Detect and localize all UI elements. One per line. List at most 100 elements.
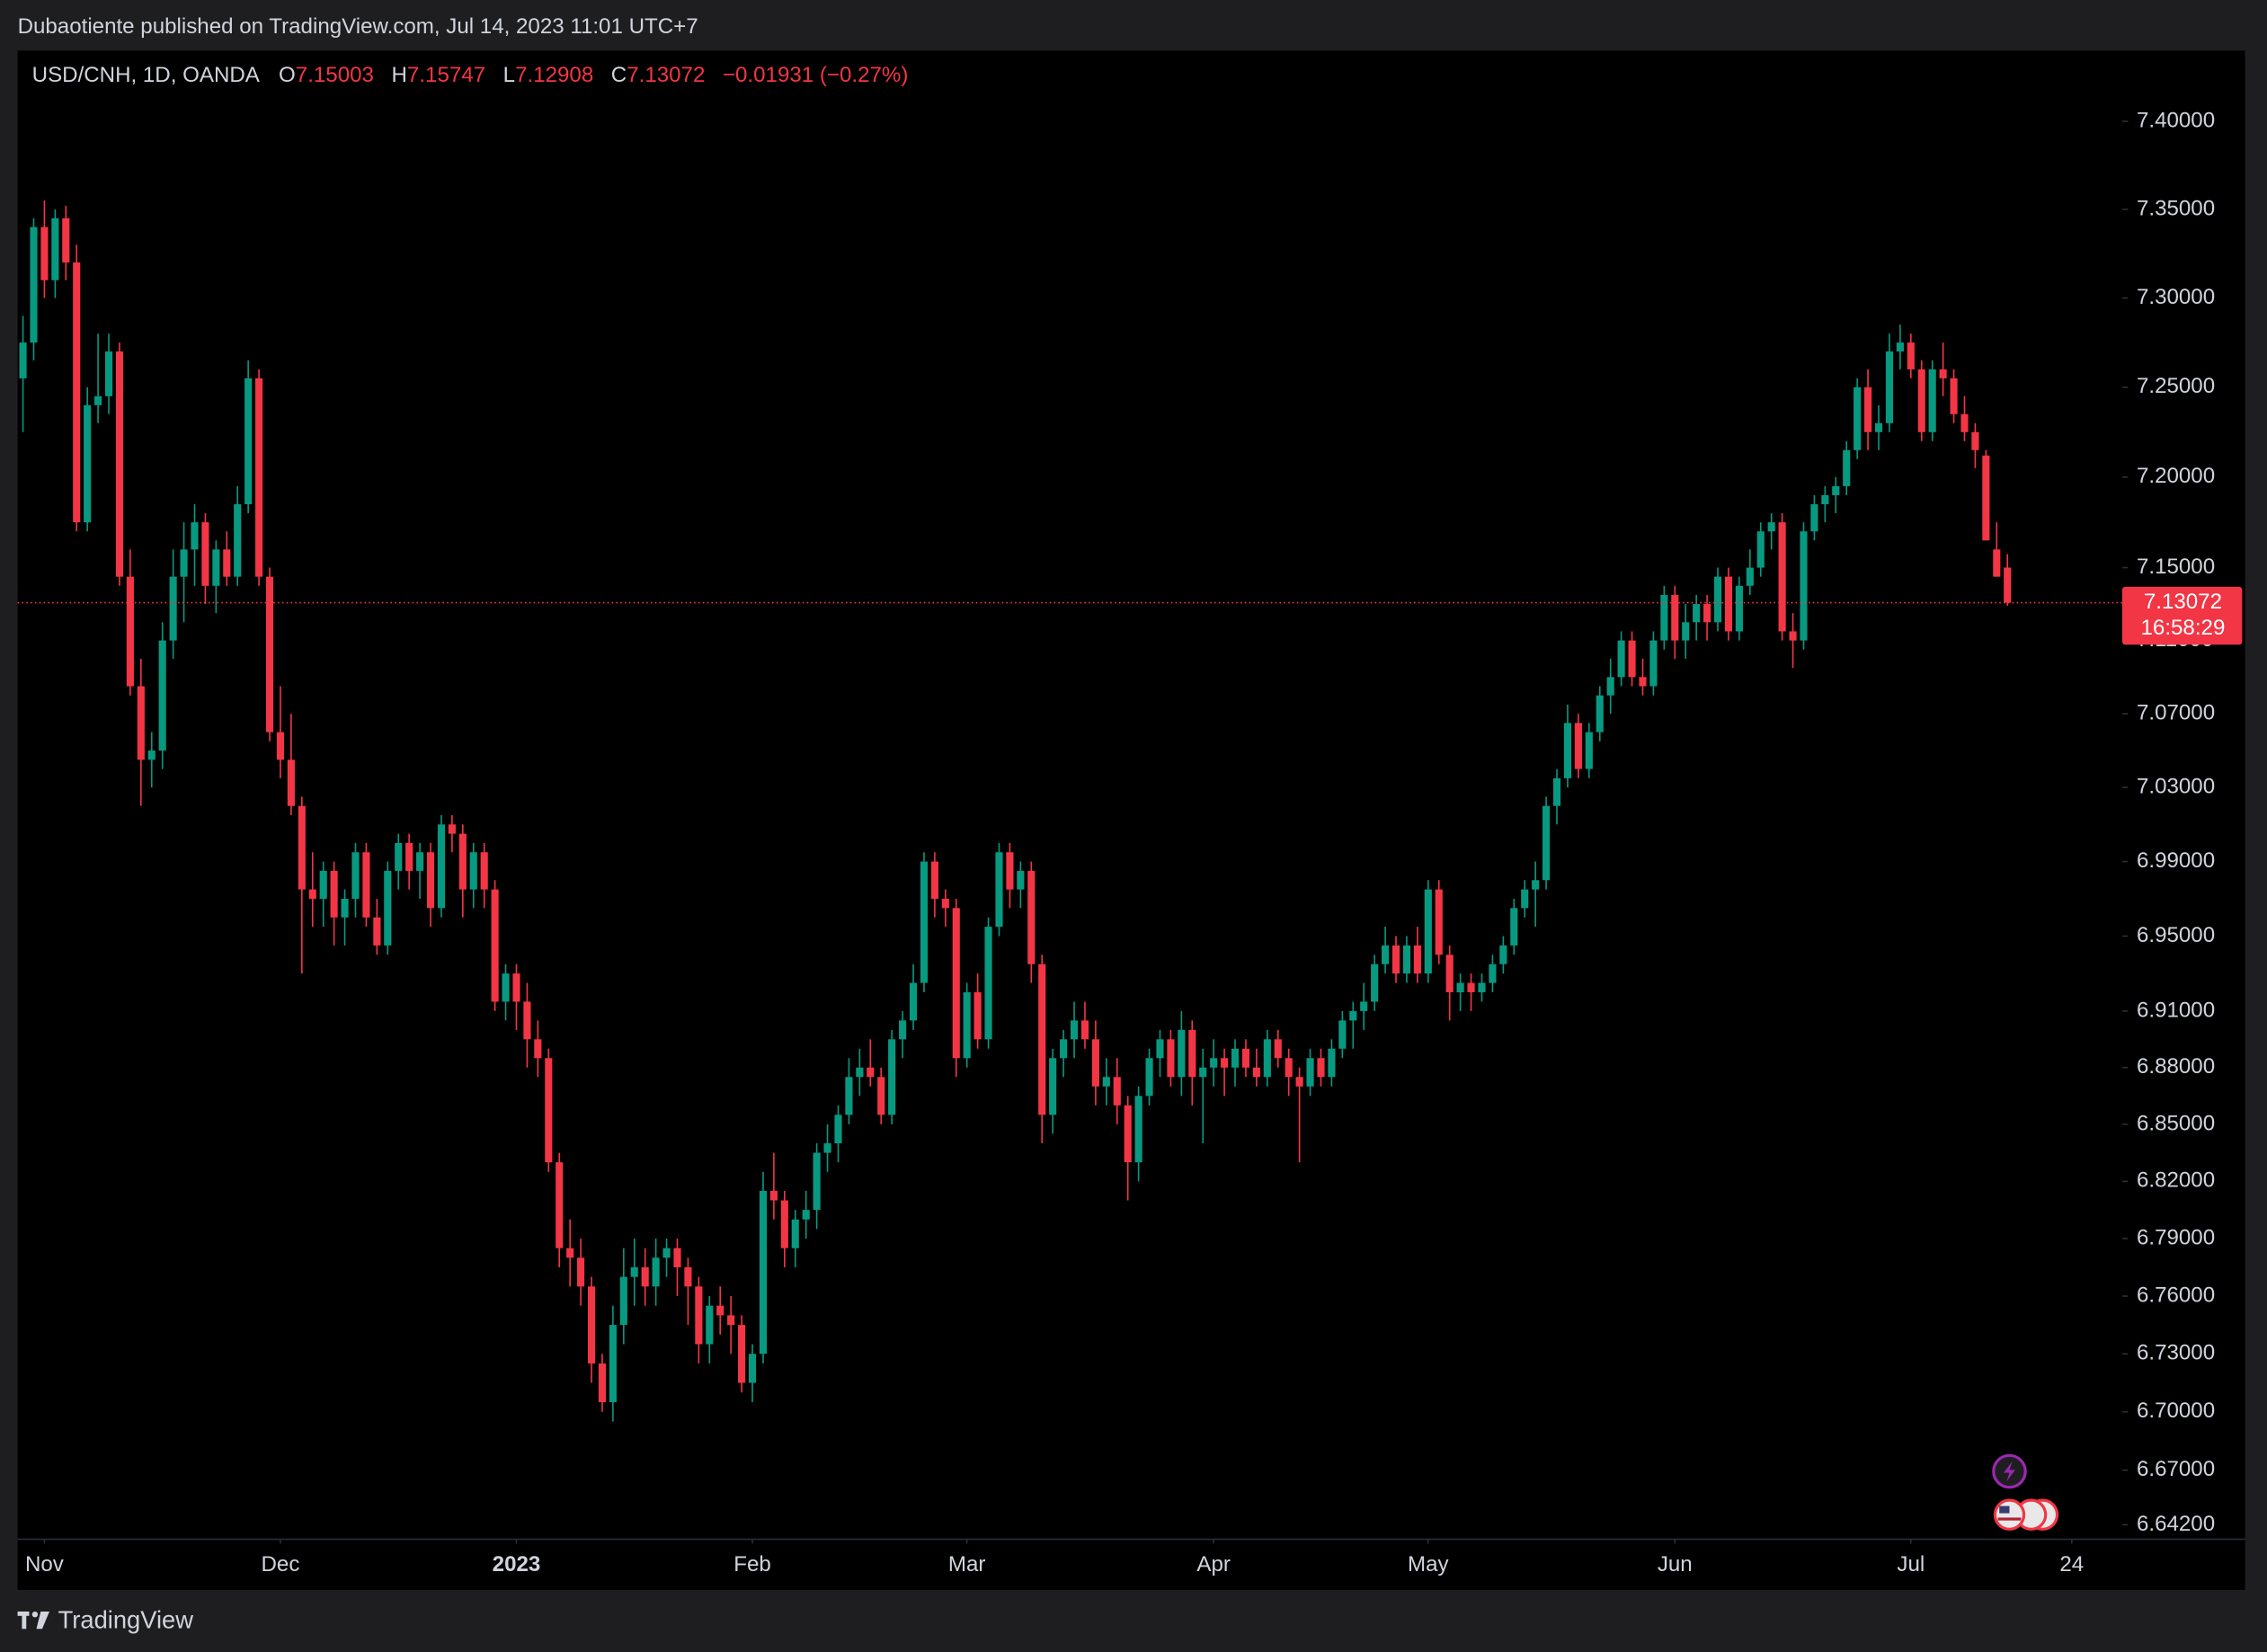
y-tick-label: 6.95000 (2137, 923, 2215, 947)
candle-body (373, 917, 381, 946)
y-tick-label: 6.73000 (2137, 1341, 2215, 1365)
candle-body (1360, 1001, 1368, 1011)
event-icons (1992, 1453, 2059, 1531)
candle-body (1424, 889, 1432, 974)
candle-body (1489, 964, 1497, 983)
candle-body (1295, 1077, 1303, 1087)
open-value: 7.15003 (296, 64, 374, 88)
candle-body (566, 1248, 574, 1258)
symbol: USD/CNH, 1D, OANDA (32, 64, 261, 88)
candle-body (856, 1067, 864, 1078)
candle-body (1585, 732, 1593, 769)
candle-body (1124, 1105, 1132, 1163)
flag-icon[interactable] (1993, 1498, 2026, 1531)
candle-body (384, 870, 392, 946)
candle-body (512, 973, 520, 1002)
candle-body (1896, 342, 1904, 352)
lightning (2004, 1461, 2015, 1482)
candle-body (1982, 455, 1990, 541)
candle-body (265, 576, 274, 733)
candle-body (1703, 604, 1711, 623)
brand: TradingView (58, 1605, 194, 1633)
candle-body (1349, 1010, 1357, 1021)
candle-body (1231, 1048, 1240, 1068)
published-line: Dubaotiente published on TradingView.com… (18, 14, 698, 39)
candle-body (888, 1039, 896, 1115)
candle-body (652, 1257, 660, 1287)
candle-body (104, 351, 113, 396)
candle-body (1907, 342, 1915, 369)
candle-body (1628, 640, 1636, 678)
candle-body (362, 852, 370, 918)
candle-body (1854, 386, 1862, 450)
candle-body (1178, 1029, 1186, 1078)
candle-body (287, 759, 295, 806)
candle-body (1221, 1058, 1229, 1068)
candle-body (1006, 852, 1014, 890)
candle-body (1274, 1039, 1282, 1059)
low-value: 7.12908 (515, 64, 593, 88)
y-tick-label: 6.88000 (2137, 1054, 2215, 1079)
candle-body (62, 218, 70, 263)
candle-body (1917, 369, 1925, 432)
candle-body (416, 852, 424, 871)
x-tick-label: Nov (25, 1552, 64, 1577)
candle-body (1950, 377, 1958, 414)
candle-body (920, 861, 929, 983)
candle-body (1435, 889, 1443, 955)
candle-body (1960, 413, 1969, 432)
y-tick-label: 6.85000 (2137, 1111, 2215, 1135)
x-tick-label: Apr (1196, 1552, 1231, 1577)
candle-body (1660, 594, 1668, 641)
candle-body (1767, 522, 1775, 532)
candle-body (556, 1162, 564, 1248)
low-label: L (503, 64, 515, 88)
candle-body (1391, 945, 1400, 974)
y-tick-label: 7.15000 (2137, 555, 2215, 579)
candle-body (952, 908, 960, 1059)
candle-body (1800, 531, 1808, 641)
candle-body (1552, 777, 1561, 806)
candle-body (180, 549, 188, 577)
candle-body (598, 1363, 607, 1403)
candle-body (1682, 622, 1690, 641)
candle-body (1113, 1077, 1121, 1106)
candle-body (769, 1190, 778, 1201)
candle-body (1778, 522, 1786, 632)
candle-body (1134, 1096, 1142, 1163)
candle-body (834, 1115, 842, 1144)
candle-body (1091, 1039, 1099, 1087)
logo-dot (31, 1611, 39, 1618)
tv-logo (17, 1611, 49, 1630)
candle-body (1413, 945, 1421, 974)
candle-body (534, 1039, 542, 1059)
close-label: C (611, 64, 627, 88)
candle-body (609, 1325, 617, 1403)
candle-body (1939, 369, 1947, 378)
candle-body (255, 377, 263, 577)
candle-body (51, 218, 59, 280)
candle-body (684, 1266, 692, 1287)
candle-body (1928, 369, 1936, 432)
logo-slash (36, 1611, 49, 1630)
candle-body (1521, 889, 1529, 909)
candle-body (662, 1248, 671, 1258)
candle-body (984, 927, 992, 1040)
candle-body (1049, 1058, 1057, 1115)
candle-body (1713, 576, 1722, 623)
x-tick-label: Jun (1658, 1552, 1693, 1577)
y-tick-label: 7.03000 (2137, 774, 2215, 798)
candle-body (995, 852, 1003, 928)
candle-body (1832, 485, 1840, 495)
candle-body (1724, 576, 1733, 632)
candle-body (1467, 982, 1475, 992)
y-tick-label: 6.70000 (2137, 1399, 2215, 1423)
candle-body (1210, 1058, 1218, 1068)
candle-body (1445, 955, 1454, 992)
candle-body (1542, 805, 1551, 881)
candle-body (437, 824, 446, 909)
candle-body (458, 833, 467, 890)
candle-body (1338, 1020, 1347, 1049)
